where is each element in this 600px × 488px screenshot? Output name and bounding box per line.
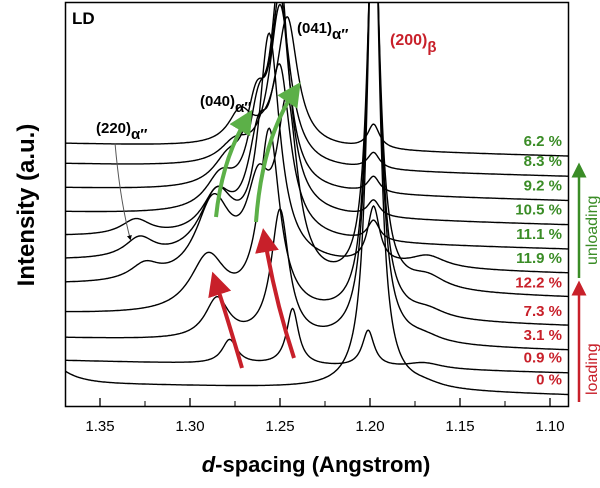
spectrum-line-92 [66,3,568,202]
y-axis-label: Intensity (a.u.) [13,124,40,287]
spectra [66,3,568,396]
annotation-040: (040)α″ [200,93,251,116]
x-tick-label: 1.10 [535,418,564,435]
loading-arrow-040 [208,271,244,369]
x-axis-ticks: 1.35 1.30 1.25 1.20 1.15 1.10 [85,398,565,435]
spectrum-line-119 [66,32,568,274]
spectrum-line-0 [66,3,568,396]
leader-line-220 [114,142,132,241]
spectrum-line-122 [66,3,568,298]
series-label: 0.9 % [524,349,562,366]
spectrum-line-62 [66,15,568,157]
annotation-200: (200)β [390,32,437,56]
series-label: 7.3 % [524,303,562,320]
spectrum-line-09 [66,307,568,374]
spectrum-line-105 [66,3,568,226]
series-label: 12.2 % [515,275,562,292]
unloading-arrow-040 [214,109,253,218]
spectrum-line-111 [66,62,568,250]
series-label: 6.2 % [524,133,562,150]
x-axis-label: d-spacing (Angstrom) [202,452,431,477]
loading-arrow-041 [255,228,296,359]
x-tick-label: 1.20 [355,418,384,435]
series-label: 10.5 % [515,202,562,219]
panel-label: LD [72,9,95,28]
x-tick-label: 1.25 [265,418,294,435]
series-label: 8.3 % [524,153,562,170]
series-labels: 0 % 0.9 % 3.1 % 7.3 % 12.2 % 11.9 % 11.1 % 10.5… [515,133,562,389]
annotation-041: (041)α″ [297,20,348,43]
series-label: 11.9 % [516,250,562,267]
unloading-label: unloading [584,196,600,265]
loading-label: loading [584,343,600,395]
x-tick-label: 1.15 [445,418,474,435]
annotation-220: (220)α″ [96,120,147,143]
spectrum-line-31 [66,3,568,351]
spectrum-line-83 [66,3,568,177]
plot-frame [64,1,570,408]
spectrum-line-73 [66,3,568,326]
x-tick-label: 1.35 [85,418,114,435]
series-label: 3.1 % [524,327,562,344]
series-label: 11.1 % [516,226,562,243]
series-label: 0 % [536,372,562,389]
x-tick-label: 1.30 [175,418,204,435]
unloading-arrow-041 [254,82,301,223]
series-label: 9.2 % [524,177,562,194]
